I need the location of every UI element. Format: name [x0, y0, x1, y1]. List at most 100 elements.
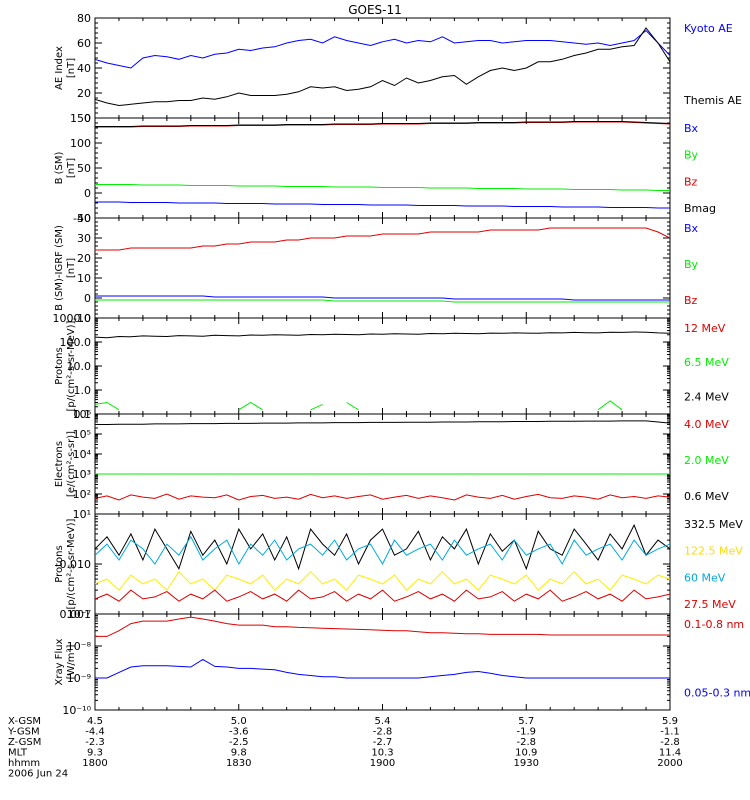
- legend-label: 60 MeV: [684, 571, 726, 584]
- y-tick-label: 40: [77, 62, 91, 75]
- panel-frame: [94, 217, 671, 319]
- y-tick-label: 100.0: [60, 336, 92, 349]
- y-axis-label: [e/(cm²-s-sr)]: [66, 431, 77, 497]
- legend-label: 4.0 MeV: [684, 418, 729, 431]
- y-axis-label: [nT]: [66, 58, 77, 78]
- legend-label: Bmag: [684, 202, 716, 215]
- y-tick-label: 40: [77, 212, 91, 225]
- footer-row-label: X-GSM: [8, 716, 41, 727]
- y-tick-label: -50: [73, 212, 91, 225]
- y-axis-label: [p/(cm²-s-sr-MeV)]: [66, 518, 77, 609]
- legend-label: 0.05-0.3 nm: [684, 686, 750, 699]
- legend-label: Bx: [684, 222, 699, 235]
- y-axis-label: [p/(cm²-s-sr-MeV)]: [66, 320, 77, 411]
- series-line-0-6-mev: [95, 420, 670, 425]
- y-tick-label: 150: [70, 112, 91, 125]
- y-tick-label: 10⁻¹⁰: [62, 704, 91, 717]
- footer-value: -2.5: [229, 737, 249, 748]
- series-line-4-0-mev: [95, 493, 670, 501]
- legend-label: 27.5 MeV: [684, 598, 736, 611]
- series-line-27-5-mev: [95, 589, 670, 602]
- y-axis-label: Xray Flux: [54, 638, 65, 685]
- y-axis-label: [nT]: [66, 158, 77, 178]
- panel-4: 0.1 1.0 10.0 100.0 1000.0 Protons [p/(cm²-s-sr…: [53, 312, 730, 421]
- y-tick-label: 10⁻⁷: [67, 608, 91, 621]
- footer-value: 9.8: [231, 748, 247, 759]
- series-line-by: [95, 184, 670, 191]
- y-tick-label: 10⁶: [73, 408, 92, 421]
- series-line-332-5-mev: [95, 523, 670, 571]
- legend-label: Kyoto AE: [684, 22, 733, 35]
- series-line-0-05-0-3-nm: [95, 658, 670, 679]
- legend-label: 0.1-0.8 nm: [684, 618, 744, 631]
- panel-frame: [94, 613, 671, 711]
- footer-value: -3.6: [229, 727, 249, 738]
- series-line-122-5-mev: [95, 570, 670, 591]
- y-tick-label: -10: [73, 312, 91, 325]
- y-tick-label: 1000.0: [53, 312, 92, 325]
- y-tick-label: 0.1: [74, 408, 92, 421]
- y-tick-label: 80: [77, 12, 91, 25]
- footer-value: 9.3: [87, 748, 103, 759]
- y-axis-label: Protons: [54, 545, 65, 582]
- footer-value: 10.9: [515, 748, 537, 759]
- y-tick-label: 10⁵: [73, 428, 91, 441]
- y-axis-label: B (SM): [54, 151, 65, 184]
- footer-value: 10.3: [371, 748, 393, 759]
- y-axis-label: B (SM)-IGRF (SM): [54, 225, 65, 311]
- series-line-bx: [95, 201, 670, 209]
- footer-value: 5.9: [662, 716, 678, 727]
- y-axis-label: Electrons: [54, 441, 65, 487]
- legend-label: 122.5 MeV: [684, 545, 743, 558]
- footer-value: -2.7: [373, 737, 393, 748]
- legend-label: By: [684, 258, 699, 271]
- footer-row-label: Y-GSM: [7, 727, 40, 738]
- legend-label: 0.6 MeV: [684, 490, 729, 503]
- series-line-60-mev: [95, 535, 670, 566]
- footer-value: 1930: [514, 758, 539, 769]
- footer-value: -2.8: [516, 737, 536, 748]
- series-line-2-4-mev: [95, 331, 670, 339]
- y-tick-label: 100: [70, 137, 91, 150]
- legend-label: 332.5 MeV: [684, 518, 743, 531]
- footer-value: 5.7: [518, 716, 534, 727]
- y-tick-label: 0: [84, 112, 91, 125]
- footer-value: 1900: [370, 758, 395, 769]
- legend-label: Bz: [684, 175, 698, 188]
- footer-value: 5.0: [231, 716, 247, 727]
- footer-value: -2.3: [85, 737, 105, 748]
- legend-label: 2.4 MeV: [684, 390, 729, 403]
- y-axis-label: Protons: [54, 347, 65, 384]
- y-tick-label: 0: [84, 187, 91, 200]
- series-line-bx: [95, 295, 670, 301]
- panel-7: 10⁻¹⁰ 10⁻⁹ 10⁻⁸ 10⁻⁷ Xray Flux [W/m²] 0.1-0.8 …: [54, 608, 750, 717]
- legend-label: By: [684, 149, 699, 162]
- footer-value: -2.8: [373, 727, 393, 738]
- series-line-6-5-mev: [95, 400, 623, 411]
- footer-value: -1.1: [660, 727, 680, 738]
- y-tick-label: 10⁴: [73, 448, 92, 461]
- y-tick-label: 0.001: [60, 608, 92, 621]
- y-tick-label: 10³: [73, 468, 91, 481]
- y-tick-label: 10⁻⁸: [67, 640, 92, 653]
- y-tick-label: 0.010: [60, 558, 92, 571]
- figure-title: GOES-11: [348, 3, 402, 17]
- y-tick-label: 1.0: [74, 384, 92, 397]
- footer-value: 11.4: [659, 748, 681, 759]
- legend-label: Themis AE: [683, 94, 742, 107]
- footer-row-label: 2006 Jun 24: [8, 769, 68, 780]
- footer-row-label: hhmm: [8, 758, 40, 769]
- y-tick-label: 20: [77, 87, 91, 100]
- panel-frame: [94, 17, 671, 119]
- footer-value: 1800: [82, 758, 107, 769]
- legend-label: 6.5 MeV: [684, 356, 729, 369]
- footer-row-label: MLT: [8, 748, 28, 759]
- footer-value: 5.4: [375, 716, 391, 727]
- panel-1: 0 20 40 60 80 AE Index [nT] Kyoto AE Themis AE: [54, 12, 742, 125]
- y-tick-label: 0: [84, 292, 91, 305]
- footer-value: 4.5: [87, 716, 103, 727]
- series-line-kyoto-ae: [95, 29, 670, 69]
- panel-3: -10 0 10 20 30 40 B (SM)-IGRF (SM) [nT] Bx By Bz: [54, 212, 699, 325]
